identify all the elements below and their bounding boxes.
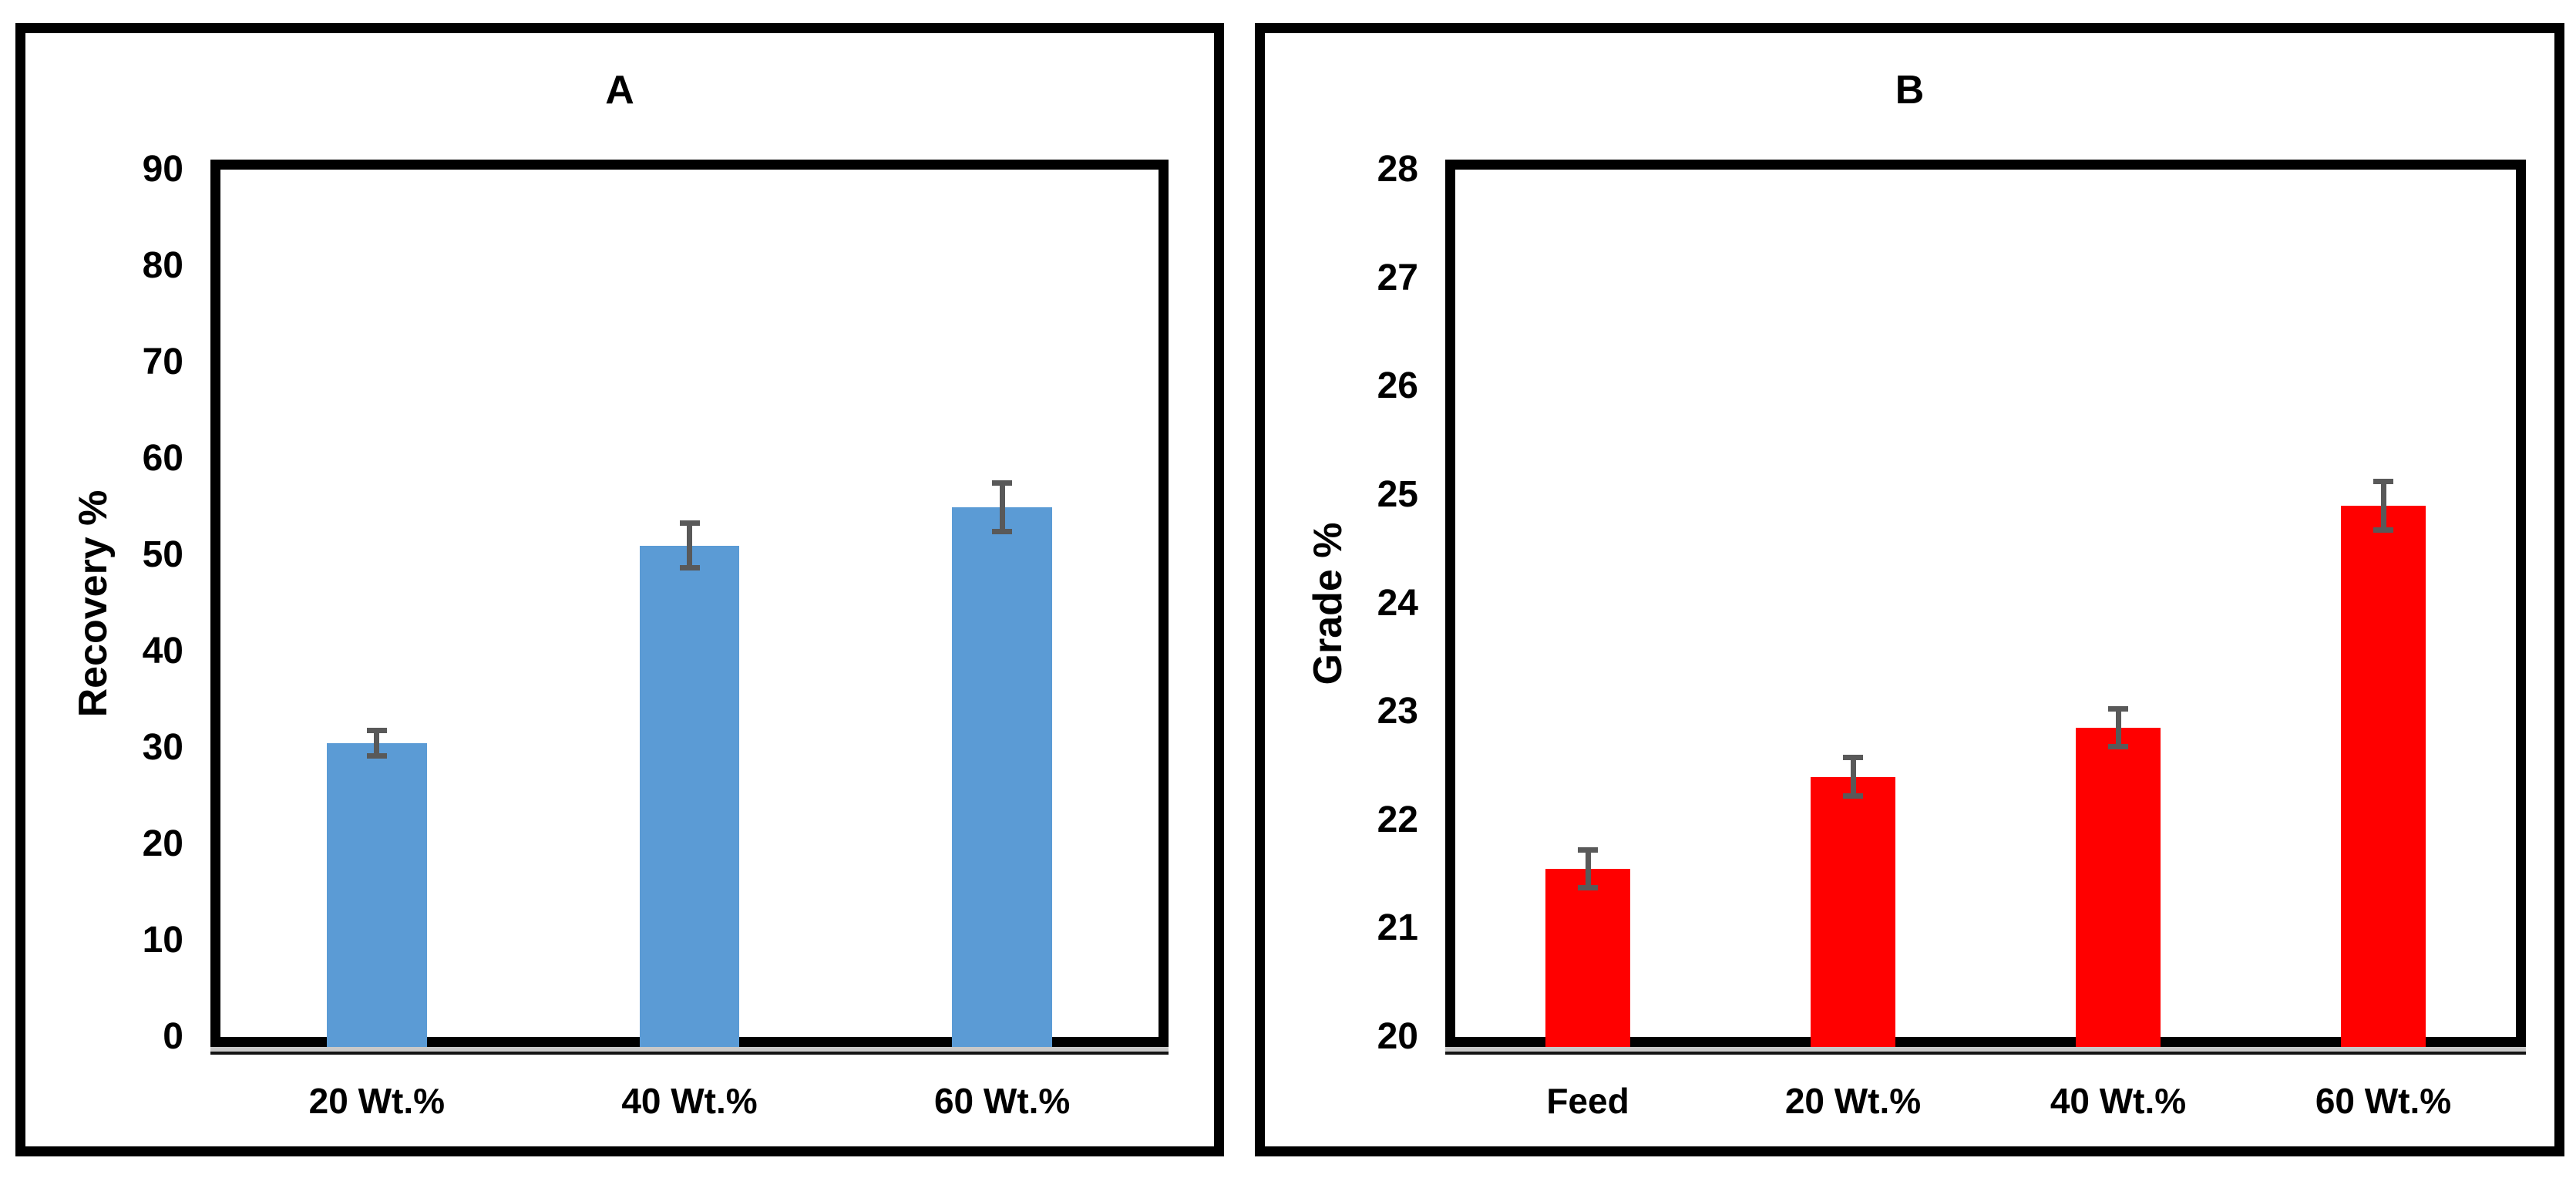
bar — [1545, 869, 1631, 1047]
error-bar-line — [1850, 755, 1856, 799]
y-tick-label: 24 — [1377, 582, 1418, 624]
x-category-label: 20 Wt.% — [1784, 1081, 1922, 1121]
error-bar-cap — [1578, 846, 1598, 853]
y-tick-label: 60 — [142, 438, 183, 479]
error-bar-cap — [2108, 744, 2128, 750]
error-bar-cap — [1843, 755, 1863, 761]
panel-B-title: B — [1895, 68, 1925, 113]
error-bar — [679, 520, 700, 570]
x-category-label: 20 Wt.% — [308, 1081, 446, 1121]
panel-A-y-axis-label: Recovery % — [71, 490, 116, 717]
y-tick-label: 30 — [142, 727, 183, 768]
y-tick-label: 10 — [142, 920, 183, 961]
y-tick-label: 90 — [142, 149, 183, 190]
error-bar-cap — [366, 752, 387, 759]
panel-A-plot-area: Recovery % 0 10 20 30 40 50 60 70 80 90 20 Wt.% 40 … — [71, 151, 1169, 1119]
error-bar — [2373, 478, 2393, 533]
y-tick-label: 50 — [142, 534, 183, 575]
panel-B: B Grade % 20 21 22 23 24 25 26 27 28 Feed 20 Wt.% 4… — [1255, 23, 2564, 1156]
panel-B-plot-area: Grade % 20 21 22 23 24 25 26 27 28 Feed 20 Wt.% 40 … — [1306, 151, 2526, 1119]
y-tick-label: 27 — [1377, 257, 1418, 298]
error-bar-cap — [1843, 793, 1863, 799]
error-bar-line — [1585, 846, 1591, 891]
error-bar — [1843, 755, 1863, 799]
y-tick-label: 21 — [1377, 907, 1418, 949]
error-bar-line — [687, 520, 692, 570]
error-bar-cap — [679, 520, 700, 526]
y-tick-label: 25 — [1377, 473, 1418, 515]
y-tick-label: 22 — [1377, 799, 1418, 840]
error-bar — [2108, 706, 2128, 750]
error-bar — [366, 727, 387, 759]
error-bar-cap — [1578, 885, 1598, 891]
error-bar-cap — [679, 565, 700, 570]
error-bar-cap — [366, 727, 387, 733]
error-bar — [1578, 846, 1598, 891]
error-bar-line — [999, 480, 1005, 534]
bar — [326, 742, 427, 1047]
error-bar-cap — [992, 528, 1013, 534]
y-tick-label: 0 — [163, 1016, 183, 1057]
y-tick-label: 70 — [142, 342, 183, 382]
bar — [2340, 505, 2426, 1047]
panel-A: A Recovery % 0 10 20 30 40 50 60 70 80 90 20 Wt.% 4… — [15, 23, 1224, 1156]
error-bar-cap — [992, 480, 1013, 486]
error-bar-cap — [2373, 478, 2393, 484]
panel-A-title: A — [605, 68, 634, 113]
x-category-label: 40 Wt.% — [621, 1081, 758, 1121]
x-category-label: 60 Wt.% — [2315, 1081, 2452, 1121]
bar — [1810, 776, 1896, 1047]
x-category-label: Feed — [1546, 1081, 1629, 1121]
x-category-label: 60 Wt.% — [933, 1081, 1071, 1121]
x-category-label: 40 Wt.% — [2050, 1081, 2187, 1121]
error-bar-cap — [2373, 527, 2393, 533]
bar — [2075, 728, 2161, 1047]
error-bar-line — [2380, 478, 2386, 533]
y-tick-label: 26 — [1377, 365, 1418, 407]
y-tick-label: 23 — [1377, 691, 1418, 732]
bar — [952, 507, 1053, 1047]
bar — [639, 545, 740, 1047]
error-bar-line — [2115, 706, 2121, 750]
y-tick-label: 28 — [1377, 149, 1418, 190]
error-bar-line — [374, 727, 380, 759]
error-bar — [992, 480, 1013, 534]
y-tick-label: 20 — [142, 823, 183, 864]
y-tick-label: 80 — [142, 245, 183, 286]
y-tick-label: 20 — [1377, 1016, 1418, 1057]
error-bar-cap — [2108, 706, 2128, 712]
y-tick-label: 40 — [142, 631, 183, 671]
panel-B-y-axis-label: Grade % — [1306, 522, 1350, 685]
